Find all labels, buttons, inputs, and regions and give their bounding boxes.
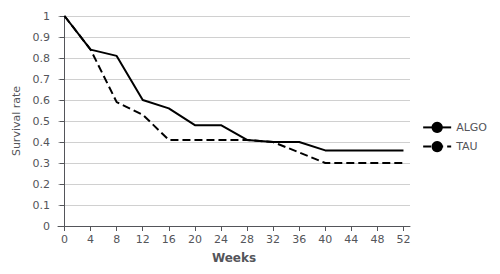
svg-text:44: 44: [344, 233, 358, 246]
svg-text:0.6: 0.6: [33, 94, 51, 107]
svg-text:0.9: 0.9: [33, 31, 51, 44]
svg-text:0: 0: [61, 233, 68, 246]
svg-text:12: 12: [136, 233, 150, 246]
svg-text:8: 8: [113, 233, 120, 246]
svg-text:36: 36: [292, 233, 306, 246]
svg-text:4: 4: [87, 233, 94, 246]
svg-text:24: 24: [214, 233, 228, 246]
svg-text:TAU: TAU: [455, 140, 477, 153]
svg-text:52: 52: [396, 233, 410, 246]
svg-text:0.7: 0.7: [33, 73, 51, 86]
svg-text:48: 48: [370, 233, 384, 246]
svg-text:ALGO: ALGO: [456, 121, 487, 134]
svg-text:0.4: 0.4: [33, 136, 51, 149]
svg-text:0: 0: [43, 220, 50, 233]
svg-text:Weeks: Weeks: [212, 251, 256, 265]
svg-text:0.2: 0.2: [33, 178, 51, 191]
svg-text:0.3: 0.3: [33, 157, 51, 170]
svg-text:28: 28: [240, 233, 254, 246]
svg-text:0.8: 0.8: [33, 52, 51, 65]
svg-text:20: 20: [188, 233, 202, 246]
svg-text:40: 40: [318, 233, 332, 246]
svg-text:0.1: 0.1: [33, 199, 51, 212]
svg-text:0.5: 0.5: [33, 115, 51, 128]
svg-text:16: 16: [162, 233, 176, 246]
svg-text:32: 32: [266, 233, 280, 246]
svg-text:1: 1: [43, 10, 50, 23]
svg-text:Survival rate: Survival rate: [10, 86, 23, 156]
